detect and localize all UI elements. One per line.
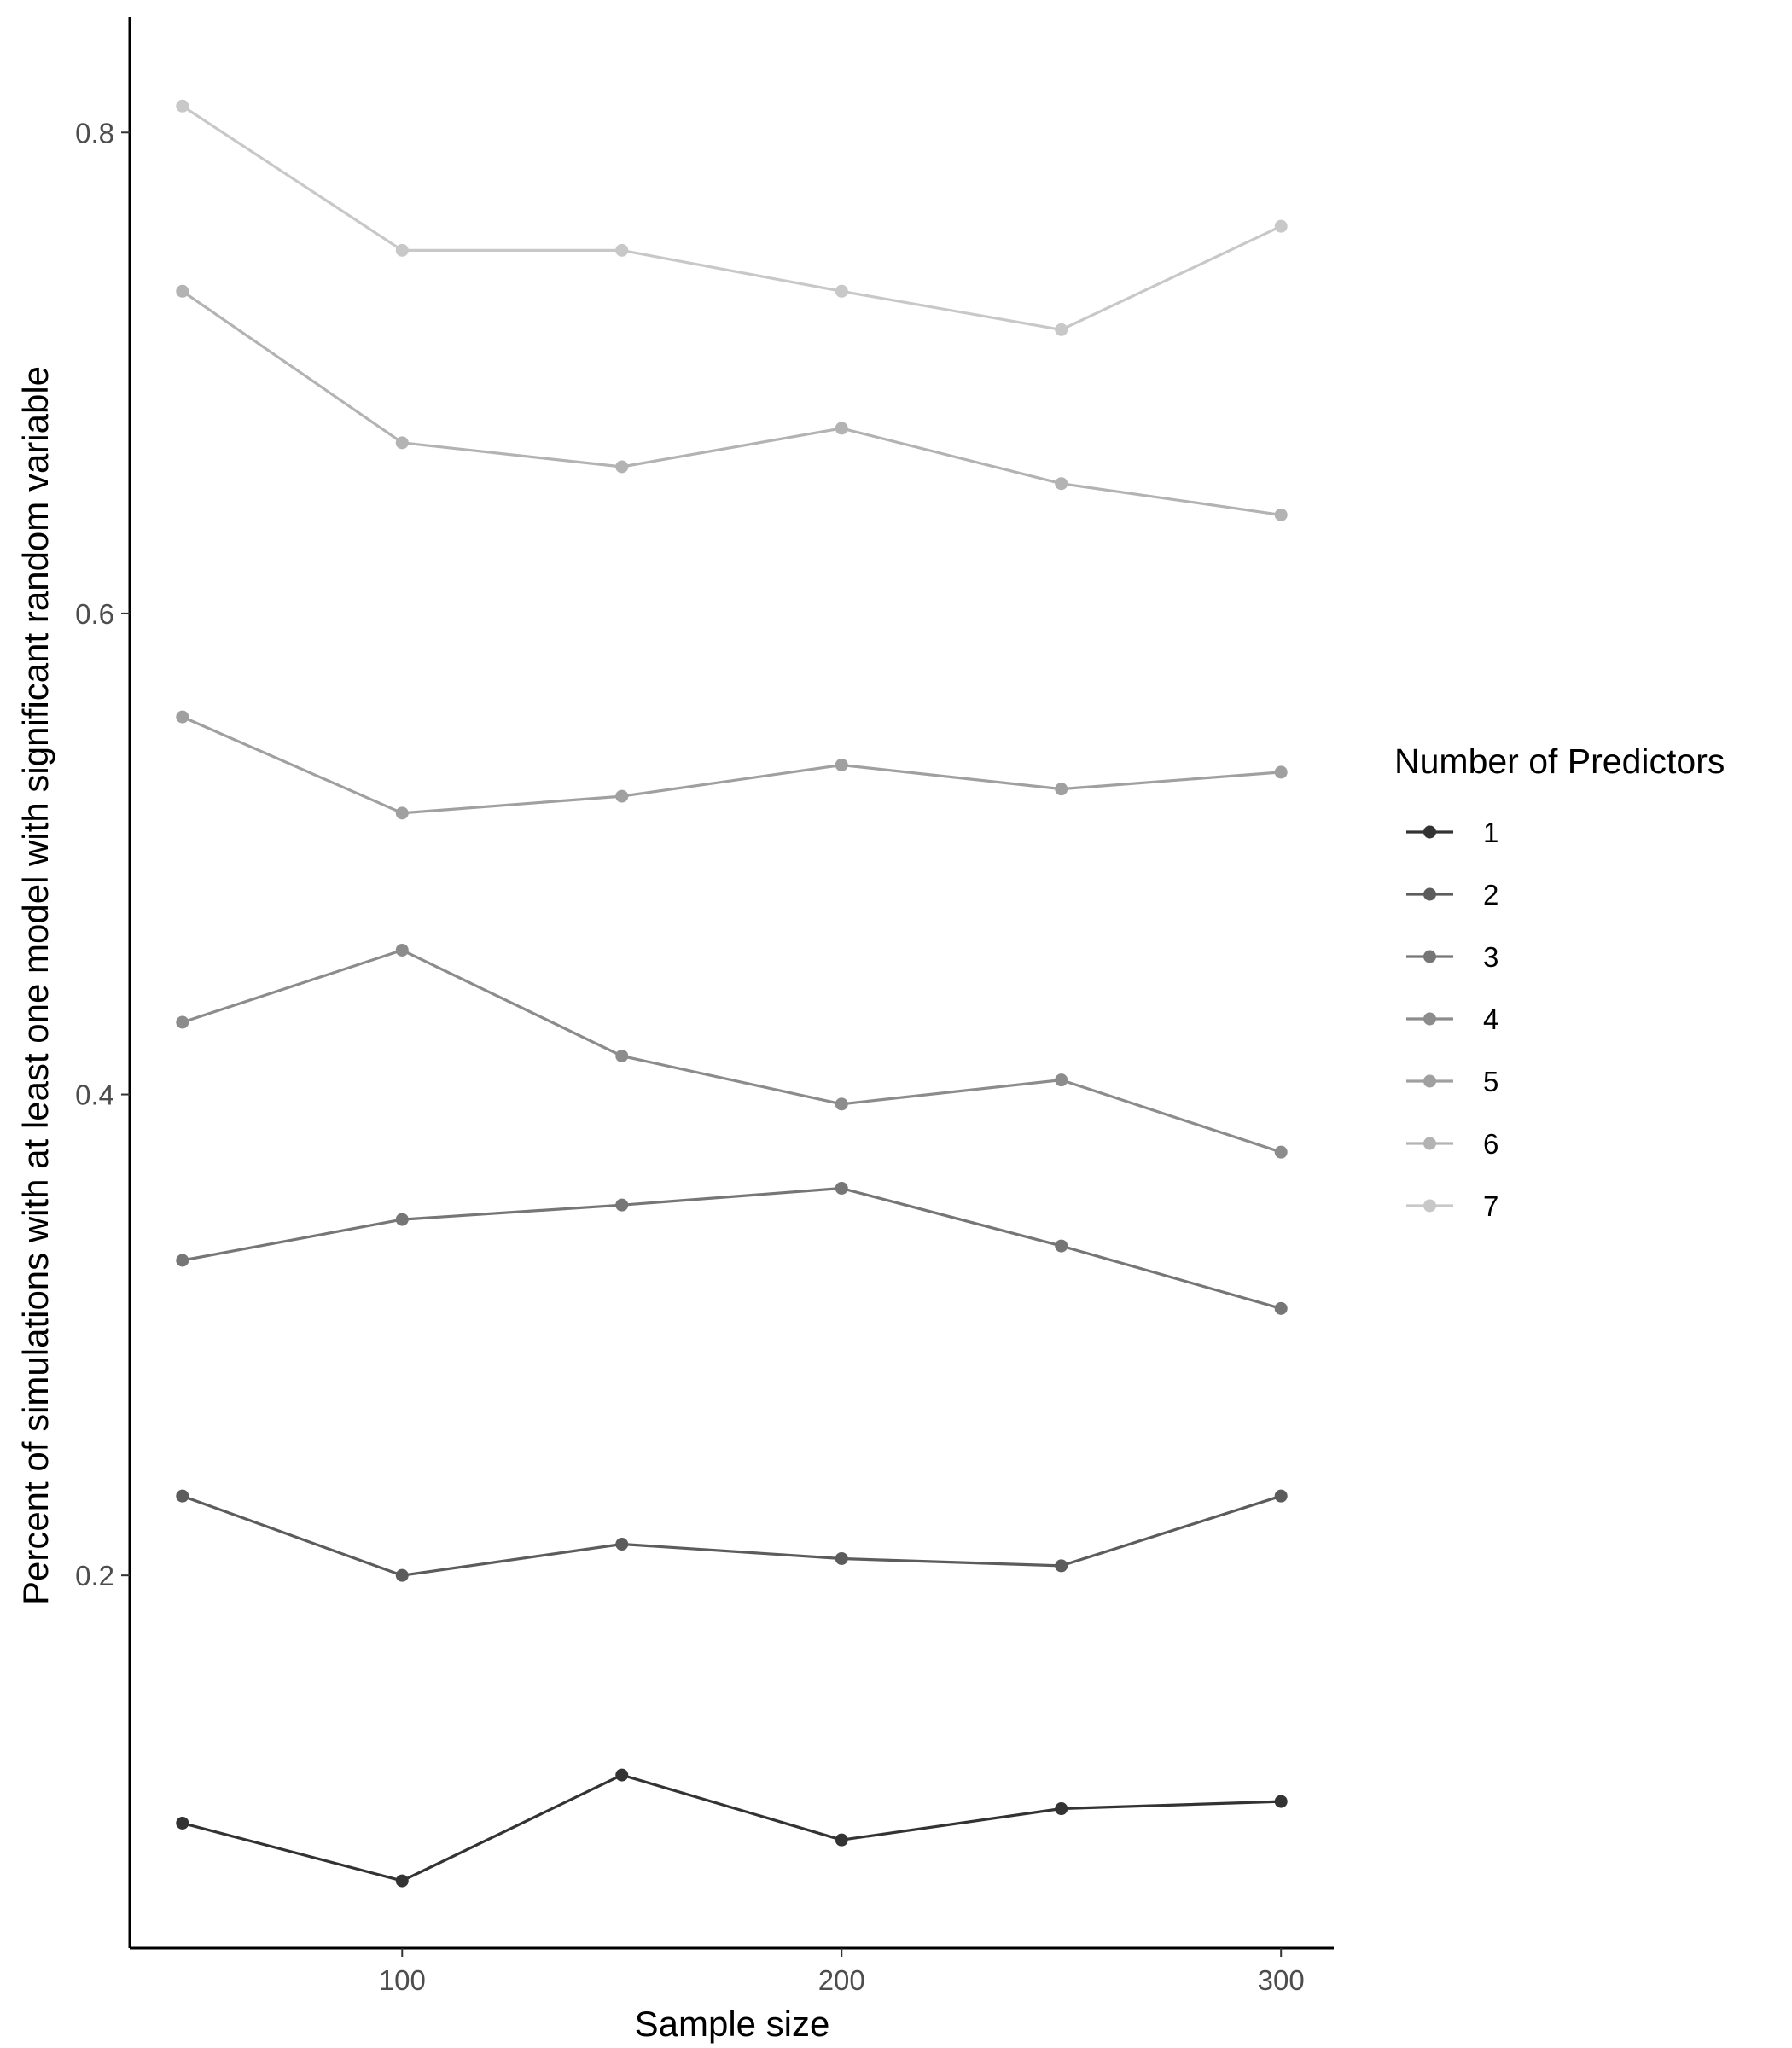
data-point	[176, 99, 189, 113]
series-4	[176, 943, 1288, 1159]
data-point	[1055, 783, 1068, 796]
data-point	[835, 422, 848, 435]
data-point	[1274, 1145, 1288, 1159]
legend-key-point	[1423, 950, 1436, 963]
series-5	[176, 710, 1288, 820]
data-point	[395, 243, 409, 257]
legend-label: 2	[1483, 879, 1498, 911]
data-point	[176, 1015, 189, 1029]
data-point	[1274, 1795, 1288, 1808]
data-point	[395, 1213, 409, 1226]
series-line	[182, 1494, 1282, 1577]
legend-key-point	[1423, 1012, 1436, 1026]
legend-key-point	[1423, 887, 1436, 901]
legend-item: 6	[1406, 1128, 1498, 1160]
series-2	[176, 1489, 1288, 1582]
data-point	[615, 243, 629, 257]
legend-label: 4	[1483, 1004, 1498, 1035]
series-group	[176, 99, 1288, 1888]
data-point	[395, 1568, 409, 1582]
data-point	[176, 284, 189, 298]
legend-title: Number of Predictors	[1394, 742, 1725, 781]
series-3	[176, 1181, 1288, 1315]
legend-label: 6	[1483, 1128, 1498, 1160]
data-point	[615, 460, 629, 474]
plot-panel: 0.2 0.4 0.6 0.8 100 200 300	[75, 17, 1334, 1996]
legend-item: 4	[1406, 1004, 1498, 1035]
data-point	[1274, 1301, 1288, 1315]
data-point	[176, 1489, 189, 1503]
legend-label: 3	[1483, 941, 1498, 973]
data-point	[615, 1538, 629, 1551]
data-point	[395, 436, 409, 450]
data-point	[1055, 1239, 1068, 1253]
legend-item: 7	[1406, 1190, 1498, 1222]
legend-item: 2	[1406, 879, 1498, 911]
legend-item: 1	[1406, 817, 1498, 848]
data-point	[1274, 219, 1288, 233]
legend: Number of Predictors 1 2 3 4 5 6 7	[1394, 742, 1725, 1222]
data-point	[835, 758, 848, 771]
data-point	[835, 1551, 848, 1565]
series-line	[182, 715, 1282, 815]
legend-key-point	[1423, 1137, 1436, 1150]
data-point	[615, 789, 629, 803]
y-tick-label: 0.4	[75, 1079, 114, 1111]
legend-label: 1	[1483, 817, 1498, 848]
y-tick-label: 0.2	[75, 1560, 114, 1591]
data-point	[1274, 508, 1288, 521]
series-1	[176, 1768, 1288, 1888]
y-tick-label: 0.8	[75, 117, 114, 148]
data-point	[395, 806, 409, 820]
series-6	[176, 284, 1288, 521]
data-point	[1055, 1802, 1068, 1816]
series-line	[182, 1186, 1282, 1310]
legend-label: 7	[1483, 1190, 1498, 1222]
data-point	[835, 284, 848, 298]
x-tick-label: 300	[1258, 1964, 1305, 1996]
y-tick-label: 0.6	[75, 598, 114, 630]
legend-item: 3	[1406, 941, 1498, 973]
data-point	[395, 1874, 409, 1888]
legend-key-point	[1423, 1199, 1436, 1213]
data-point	[1274, 765, 1288, 779]
data-point	[1055, 323, 1068, 336]
data-point	[835, 1833, 848, 1847]
legend-label: 5	[1483, 1066, 1498, 1097]
x-tick-label: 100	[379, 1964, 426, 1996]
data-point	[176, 1816, 189, 1830]
legend-items: 1 2 3 4 5 6 7	[1406, 817, 1498, 1222]
series-7	[176, 99, 1288, 336]
legend-key-point	[1423, 1074, 1436, 1088]
series-line	[181, 289, 1282, 516]
x-axis-ticks: 100 200 300	[379, 1948, 1305, 1996]
data-point	[835, 1097, 848, 1111]
data-point	[615, 1049, 629, 1062]
data-point	[615, 1768, 629, 1782]
y-axis-ticks: 0.2 0.4 0.6 0.8	[75, 117, 130, 1591]
data-point	[176, 1254, 189, 1267]
series-line	[182, 1773, 1282, 1882]
legend-key-point	[1423, 825, 1436, 839]
legend-item: 5	[1406, 1066, 1498, 1097]
data-point	[615, 1198, 629, 1212]
series-line	[181, 104, 1282, 331]
data-point	[176, 710, 189, 724]
data-point	[1055, 1559, 1068, 1573]
x-axis-title: Sample size	[635, 2004, 830, 2044]
data-point	[835, 1181, 848, 1195]
data-point	[1274, 1489, 1288, 1503]
data-point	[1055, 1073, 1068, 1087]
x-tick-label: 200	[818, 1964, 865, 1996]
y-axis-title: Percent of simulations with at least one…	[15, 366, 55, 1605]
data-point	[1055, 477, 1068, 491]
data-point	[395, 943, 409, 957]
series-line	[182, 948, 1282, 1154]
